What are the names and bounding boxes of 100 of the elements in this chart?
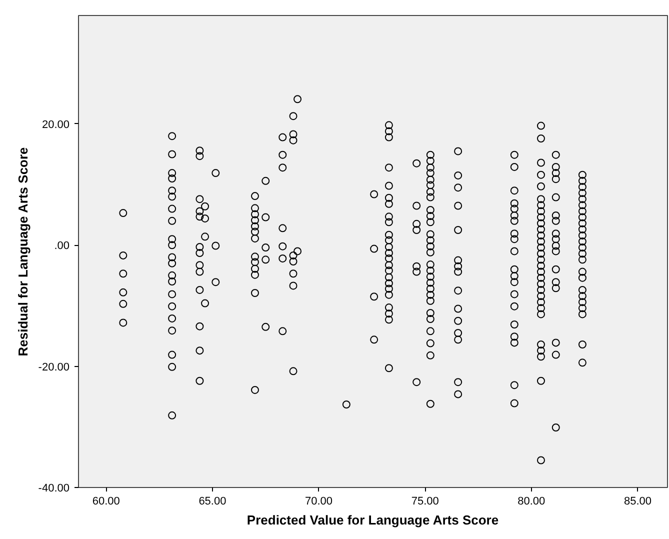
point — [412, 159, 421, 168]
point — [289, 251, 298, 260]
point — [578, 213, 586, 222]
point — [384, 133, 393, 142]
point — [426, 284, 434, 293]
point — [384, 304, 393, 312]
point — [384, 290, 393, 299]
point — [510, 199, 518, 208]
point — [289, 258, 298, 266]
y-tick-label: -20.00 — [38, 361, 70, 374]
point — [201, 299, 210, 308]
x-tick-label: 80.00 — [518, 496, 546, 508]
point — [536, 134, 545, 142]
point — [370, 244, 378, 253]
point — [250, 270, 259, 279]
point — [168, 271, 176, 280]
point — [262, 322, 270, 331]
point — [168, 241, 176, 250]
point — [196, 286, 204, 294]
point — [510, 162, 518, 171]
point — [552, 278, 560, 286]
point — [578, 340, 586, 348]
point — [578, 207, 586, 216]
point — [384, 121, 393, 130]
point — [196, 322, 204, 330]
point — [536, 456, 545, 464]
point — [454, 226, 462, 234]
point — [168, 192, 176, 201]
point — [168, 186, 176, 195]
point — [552, 169, 560, 178]
point — [212, 169, 220, 178]
y-tick-label: .00 — [54, 240, 70, 252]
point — [454, 256, 462, 264]
point — [278, 224, 287, 232]
point — [168, 216, 176, 225]
point — [536, 207, 545, 216]
point — [262, 213, 270, 222]
y-tick-label: -40.00 — [38, 482, 70, 494]
point — [536, 170, 545, 179]
point — [536, 286, 545, 294]
point — [289, 270, 298, 278]
point — [454, 390, 462, 398]
point — [510, 230, 518, 238]
point — [196, 146, 204, 155]
point — [278, 254, 287, 262]
point — [578, 189, 586, 198]
point — [412, 262, 421, 270]
point — [578, 298, 586, 306]
point — [536, 250, 545, 258]
point — [196, 195, 204, 204]
point — [578, 304, 586, 312]
point — [168, 290, 176, 298]
point — [278, 327, 287, 336]
point — [196, 261, 204, 270]
point — [426, 400, 434, 408]
point — [552, 424, 560, 432]
point — [578, 195, 586, 204]
point — [536, 262, 545, 270]
point — [578, 256, 586, 264]
point — [250, 234, 259, 242]
point — [250, 210, 259, 218]
point — [412, 220, 421, 228]
y-tick-label: 20.00 — [42, 118, 70, 131]
point — [536, 310, 545, 318]
point — [384, 164, 393, 172]
point — [454, 268, 462, 276]
point — [536, 274, 545, 282]
point — [426, 278, 434, 287]
point — [454, 262, 462, 270]
point — [250, 252, 259, 261]
point — [552, 230, 560, 238]
x-tick-label: 75.00 — [411, 496, 439, 508]
point — [552, 162, 560, 171]
point — [412, 226, 421, 234]
point — [342, 400, 350, 408]
point — [510, 235, 518, 244]
point — [510, 290, 518, 298]
point — [250, 222, 259, 230]
point — [384, 127, 393, 136]
point — [510, 204, 518, 213]
point — [119, 318, 128, 327]
point — [510, 265, 518, 274]
point — [289, 282, 298, 290]
point — [510, 272, 518, 280]
point — [426, 290, 434, 299]
point — [552, 150, 560, 159]
point — [384, 230, 393, 239]
point — [294, 95, 302, 104]
point — [510, 302, 518, 310]
point — [536, 195, 545, 204]
point — [384, 218, 393, 226]
point — [578, 250, 586, 258]
point — [168, 278, 176, 286]
point — [426, 181, 434, 190]
point — [119, 270, 128, 278]
point — [384, 236, 393, 244]
point — [578, 201, 586, 210]
point — [384, 249, 393, 258]
point — [578, 244, 586, 252]
point — [426, 327, 434, 336]
